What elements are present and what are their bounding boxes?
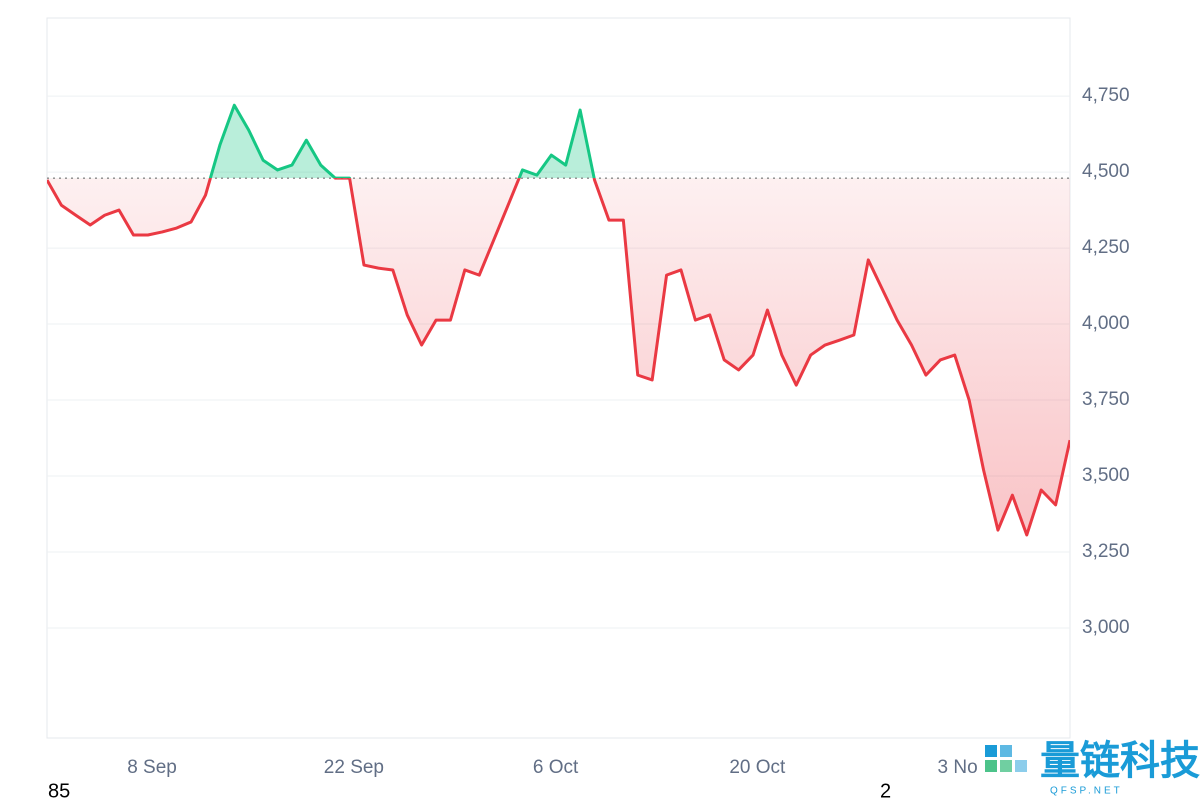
plot-frame bbox=[46, 17, 1071, 739]
x-tick-label: 8 Sep bbox=[127, 757, 177, 778]
footer-label: 85 bbox=[48, 780, 70, 800]
x-tick-label: 3 No bbox=[938, 757, 978, 778]
y-tick-label: 3,750 bbox=[1082, 389, 1130, 410]
watermark-title: 量链科技 bbox=[1040, 738, 1200, 784]
y-tick-label: 3,500 bbox=[1082, 465, 1130, 486]
logo-block bbox=[985, 745, 997, 757]
footer-label: 2 bbox=[880, 780, 891, 800]
y-tick-label: 3,000 bbox=[1082, 617, 1130, 638]
area-up bbox=[210, 105, 595, 179]
logo-block bbox=[985, 760, 997, 772]
area-down bbox=[47, 178, 1070, 535]
y-tick-label: 4,500 bbox=[1082, 161, 1130, 182]
logo-block bbox=[1000, 760, 1012, 772]
line-down bbox=[47, 178, 1070, 537]
y-tick-label: 4,250 bbox=[1082, 237, 1130, 258]
line-up bbox=[208, 103, 596, 179]
x-tick-label: 22 Sep bbox=[324, 757, 384, 778]
watermark: 量链科技 QFSP.NET bbox=[985, 738, 1200, 797]
x-tick-label: 6 Oct bbox=[533, 757, 579, 778]
logo-block bbox=[1015, 760, 1027, 772]
y-tick-label: 4,000 bbox=[1082, 313, 1130, 334]
y-tick-label: 3,250 bbox=[1082, 541, 1130, 562]
x-tick-label: 20 Oct bbox=[729, 757, 786, 778]
watermark-subtitle: QFSP.NET bbox=[1050, 786, 1123, 797]
logo-block bbox=[1000, 745, 1012, 757]
y-tick-label: 4,750 bbox=[1082, 85, 1130, 106]
